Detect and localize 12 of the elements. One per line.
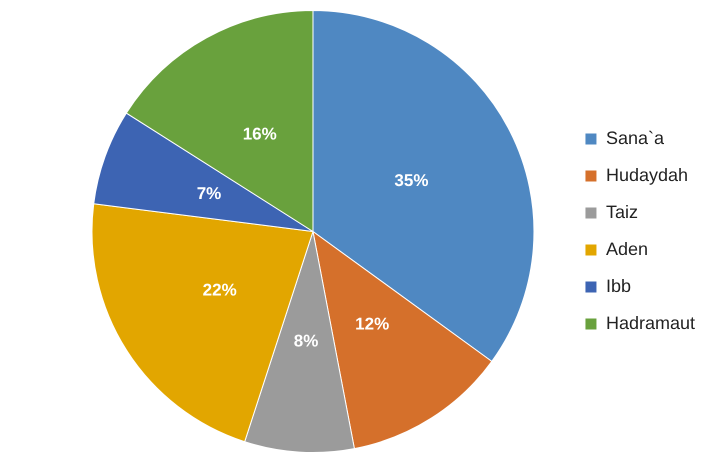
data-label: 22%	[202, 280, 237, 300]
legend-label: Hadramaut	[606, 312, 696, 333]
legend-label: Taiz	[606, 202, 638, 222]
data-label: 12%	[355, 314, 390, 334]
data-label: 8%	[294, 331, 318, 350]
data-label: 7%	[196, 184, 222, 203]
data-label: 16%	[242, 124, 277, 144]
legend-label: Sana`a	[606, 128, 665, 148]
data-label: 35%	[394, 171, 428, 190]
legend-label: Hudaydah	[606, 164, 688, 185]
legend-label: Ibb	[606, 276, 631, 296]
legend-label: Aden	[606, 238, 648, 259]
